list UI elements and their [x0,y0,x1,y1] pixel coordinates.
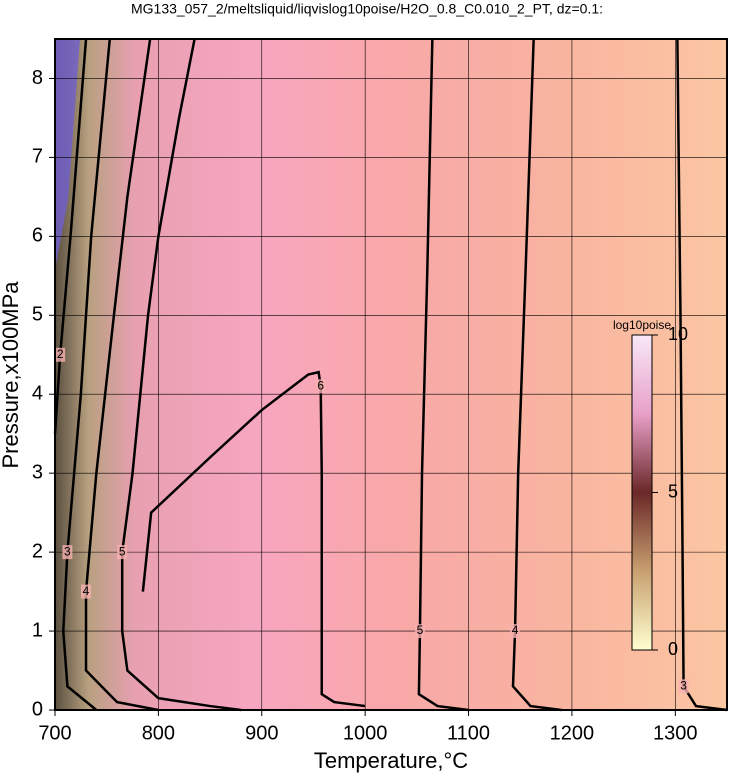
y-tick-label: 6 [32,225,43,247]
colorbar-title: log10poise [613,318,671,332]
y-tick-label: 8 [32,67,43,89]
y-tick-label: 3 [32,461,43,483]
colorbar-tick-label: 5 [668,481,678,501]
x-tick-label: 1300 [653,722,698,744]
x-tick-label: 1100 [447,722,490,744]
y-tick-label: 2 [32,540,43,562]
x-tick-label: 700 [38,722,71,744]
x-axis-label: Temperature,°C [314,748,468,773]
contour-line [676,38,728,712]
x-tick-label: 1200 [550,722,595,744]
contour-label-bg [62,545,73,560]
grid [54,39,727,711]
contour-label: 2 [57,347,64,361]
contour-label-bg [414,624,425,639]
contour-label: 3 [64,544,71,558]
colorbar-tick-label: 0 [668,639,678,659]
plot-background [55,39,727,710]
contour-line [84,38,159,712]
x-tick-label: 900 [245,722,278,744]
y-tick-label: 5 [32,304,43,326]
colorbar-tick-label: 10 [668,324,688,344]
contour-label: 4 [83,584,90,598]
y-tick-label: 0 [32,698,43,720]
contour-label-bg [315,379,326,394]
chart-title: MG133_057_2/meltsliquid/liqvislog10poise… [131,1,603,17]
contours: 3 4 5 6 5 4 3 2 [53,38,728,712]
contour-label-bg [117,545,128,560]
contour-label: 4 [512,623,519,637]
y-axis-label: Pressure,x100MPa [0,281,23,469]
colorbar [631,334,653,651]
contour-line [141,370,366,708]
contour-label: 5 [417,623,424,637]
y-tick-label: 4 [32,383,43,405]
contour-label-bg [510,624,521,639]
contour-label: 3 [680,678,687,692]
contour-label: 6 [317,379,324,393]
x-tick-label: 1000 [343,722,388,744]
contour-label-bg [678,679,689,694]
contour-label-bg [81,584,92,599]
y-tick-label: 7 [32,146,43,168]
high-viscosity-region [55,39,80,270]
y-tick-label: 1 [32,619,43,641]
x-tick-label: 800 [142,722,175,744]
plot-frame [54,38,728,711]
contour-line [53,38,88,434]
contour-label: 5 [119,544,126,558]
contour-label-bg [55,347,66,362]
